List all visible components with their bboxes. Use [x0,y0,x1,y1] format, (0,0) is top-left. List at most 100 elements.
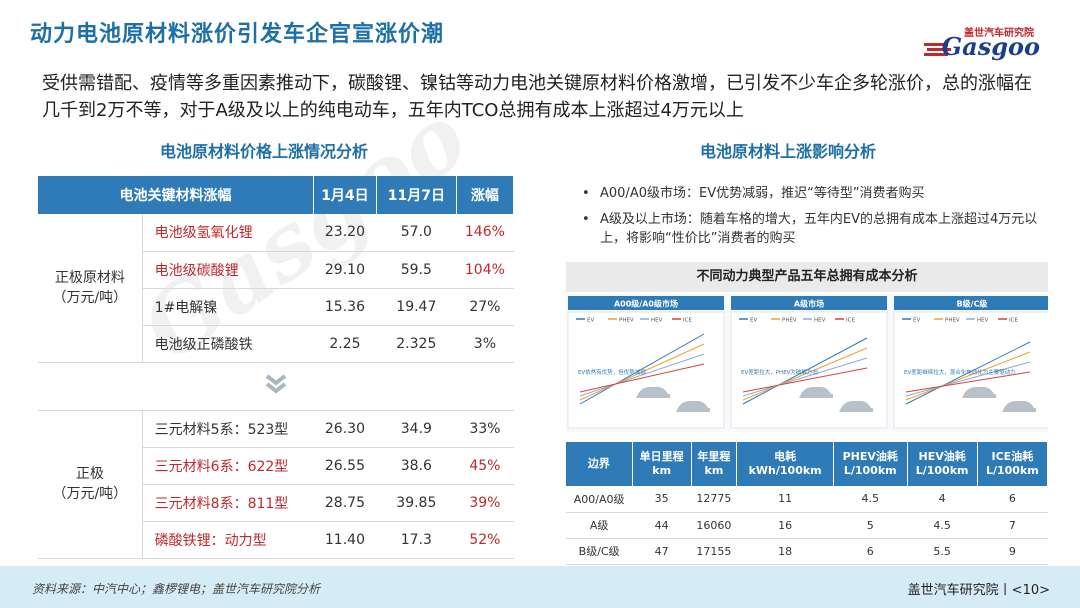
boundary-cell: 4 [907,486,978,513]
table-row: B级/C级 47 17155 18 6 5.5 9 [566,538,1048,565]
table-row: 正极 （万元/吨） 三元材料5系：523型 26.30 34.9 33% [38,410,514,559]
table-row: 三元材料8系：811型 28.75 39.85 39% [38,484,514,522]
car-icon [1002,401,1036,412]
brand-logo: 盖世汽车研究院 Gasgoo [920,24,1040,64]
price-jan: 26.30 [313,410,377,448]
boundary-cell: B级/C级 [566,538,633,565]
boundary-table: 边界 单日里程 km 年里程 km 电耗 kWh/100km PHEV油耗 L/100k… [566,442,1049,565]
boundary-cell: 6 [977,486,1048,513]
material-name: 三元材料8系：811型 [142,484,314,522]
car-icon [839,401,873,412]
bullet-item: A00/A0级市场：EV优势减弱，推迟“等待型”消费者购买 [578,184,1048,203]
legend-label: HEV [651,318,663,324]
table-row: 三元材料6系：622型 26.55 38.6 45% [38,447,514,485]
trend-line [905,341,1031,405]
legend-label: PHEV [782,318,797,324]
price-increase: 3% [456,325,514,363]
boundary-cell: 47 [632,538,692,565]
price-jan: 26.55 [313,447,377,485]
boundary-cell: 4.5 [907,512,978,539]
price-nov: 34.9 [376,410,457,448]
legend-label: HEV [977,318,989,324]
trend-line [742,347,868,401]
table-row: 正极原材料 （万元/吨） 电池级氢氧化锂 23.20 57.0 146% [38,214,514,363]
cost-title: 不同动力典型产品五年总拥有成本分析 [566,262,1048,292]
legend-label: EV [587,318,594,324]
impact-bullets: A00/A0级市场：EV优势减弱，推迟“等待型”消费者购买 A级及以上市场：随着… [578,184,1048,255]
trend-line [905,361,1031,397]
boundary-cell: 16 [736,512,834,539]
boundary-header-cell: PHEV油耗 L/100km [833,442,908,486]
legend-label: EV [750,318,757,324]
boundary-header-cell: 边界 [566,442,633,486]
legend-label: ICE [846,318,855,324]
header-nov: 11月7日 [376,176,457,214]
table-row: 磷酸铁锂：动力型 11.40 17.3 52% [38,521,514,559]
trend-line [905,351,1031,401]
boundary-cell: 5.5 [907,538,978,565]
legend-label: PHEV [619,318,634,324]
price-table: 电池关键材料涨幅 1月4日 11月7日 涨幅 正极原材料 （万元/吨） 电池级氢氧… [38,176,515,559]
trend-line [579,333,705,405]
price-jan: 29.10 [313,251,377,289]
trend-line [742,367,868,393]
legend-label: HEV [814,318,826,324]
material-name: 磷酸铁锂：动力型 [142,521,314,559]
logo-cn: 盖世汽车研究院 [964,28,1034,39]
panel-title: A00级/A0级市场 [614,299,678,309]
material-name: 1#电解镍 [142,288,314,326]
boundary-cell: 17155 [691,538,737,565]
table-row: A00/A0级 35 12775 11 4.5 4 6 [566,486,1048,513]
panel-title: B级/C级 [957,299,989,309]
header-pct: 涨幅 [456,176,515,214]
group-label: 正极原材料 （万元/吨） [38,214,143,363]
price-nov: 39.85 [376,484,457,522]
legend-label: ICE [1009,318,1018,324]
page-title: 动力电池原材料涨价引发车企官宣涨价潮 [30,22,445,47]
legend-label: EV [913,318,920,324]
boundary-header-cell: ICE油耗 L/100km [977,442,1049,486]
material-name: 电池级正磷酸铁 [142,325,314,363]
left-heading: 电池原材料价格上涨情况分析 [160,142,369,161]
boundary-header: 边界 单日里程 km 年里程 km 电耗 kWh/100km PHEV油耗 L/100k… [566,442,1049,486]
panel-title: A级市场 [794,299,824,309]
source-note: 资料来源：中汽中心；鑫椤锂电；盖世汽车研究院分析 [32,582,321,596]
boundary-cell: 16060 [691,512,737,539]
car-icon [799,387,833,398]
price-increase: 146% [456,214,514,252]
header-jan: 1月4日 [313,176,377,214]
boundary-header-cell: 电耗 kWh/100km [736,442,834,486]
logo-stripe-icon [924,43,951,56]
price-increase: 33% [456,410,514,448]
table-row: 电池级碳酸锂 29.10 59.5 104% [38,251,514,289]
boundary-cell: A00/A0级 [566,486,633,513]
car-icon [962,387,996,398]
footer: 资料来源：中汽中心；鑫椤锂电；盖世汽车研究院分析 盖世汽车研究院丨<10> [0,566,1080,608]
material-name: 三元材料5系：523型 [142,410,314,448]
boundary-cell: 7 [977,512,1048,539]
price-increase: 39% [456,484,514,522]
price-increase: 104% [456,251,514,289]
panel-header [731,296,887,310]
boundary-cell: 18 [736,538,834,565]
boundary-cell: 6 [833,538,907,565]
tco-panels: A00级/A0级市场 EV PHEV HEV ICE EV依然有优势，但优势减弱 A级市场 E… [566,294,1048,432]
trend-line [742,337,868,405]
boundary-cell: 4.5 [833,486,907,513]
bullet-item: A级及以上市场：随着车格的增大，五年内EV的总拥有成本上涨超过4万元以上，将影响… [578,210,1048,248]
boundary-cell: 35 [632,486,692,513]
header-material: 电池关键材料涨幅 [38,176,315,214]
material-name: 三元材料6系：622型 [142,447,314,485]
panel-note: EV差距拉大，PHEV为破解方向 [741,368,818,376]
price-nov: 17.3 [376,521,457,559]
price-nov: 59.5 [376,251,457,289]
price-nov: 19.47 [376,288,457,326]
material-name: 电池级氢氧化锂 [142,214,314,252]
table-row: A级 44 16060 16 5 4.5 7 [566,512,1048,539]
right-heading: 电池原材料上涨影响分析 [700,142,877,161]
trend-line [579,353,705,397]
price-jan: 11.40 [313,521,377,559]
price-table-header: 电池关键材料涨幅 1月4日 11月7日 涨幅 [38,176,515,214]
price-increase: 45% [456,447,514,485]
boundary-header-cell: 年里程 km [691,442,738,486]
